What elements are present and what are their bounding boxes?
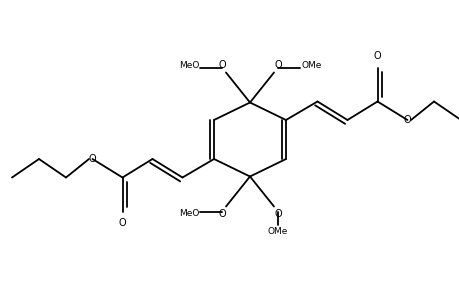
Text: O: O	[118, 218, 126, 227]
Text: OMe: OMe	[300, 61, 321, 70]
Text: O: O	[218, 209, 225, 219]
Text: O: O	[274, 209, 281, 219]
Text: OMe: OMe	[267, 227, 287, 236]
Text: O: O	[89, 154, 96, 164]
Text: O: O	[403, 115, 410, 125]
Text: O: O	[218, 60, 225, 70]
Text: MeO: MeO	[178, 61, 199, 70]
Text: MeO: MeO	[178, 209, 199, 218]
Text: O: O	[373, 51, 381, 61]
Text: O: O	[274, 60, 281, 70]
